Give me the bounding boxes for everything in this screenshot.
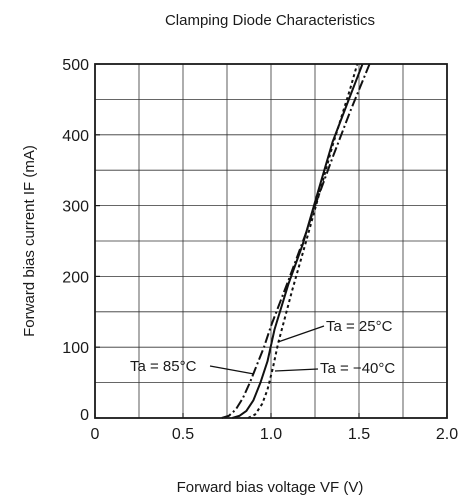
plot-frame xyxy=(94,63,448,419)
y-tick-label: 0 xyxy=(80,407,89,424)
y-tick-label: 200 xyxy=(62,269,89,286)
x-tick-label: 1.5 xyxy=(348,426,370,443)
x-tick-label: 2.0 xyxy=(436,426,458,443)
y-tick-label: 500 xyxy=(62,57,89,74)
grid xyxy=(95,64,447,418)
y-tick-label: 400 xyxy=(62,128,89,145)
x-tick-label: 0 xyxy=(91,426,100,443)
x-axis-label: Forward bias voltage VF (V) xyxy=(177,479,364,496)
series-line-1 xyxy=(231,63,364,419)
x-tick-label: 1.0 xyxy=(260,426,282,443)
x-tick-label: 0.5 xyxy=(172,426,194,443)
annotation-leader xyxy=(209,365,255,375)
y-tick-label: 100 xyxy=(62,340,89,357)
y-tick-labels: 0 100 200 300 400 500 xyxy=(62,57,100,424)
series-line-2 xyxy=(221,63,371,419)
y-axis-label: Forward bias current IF (mA) xyxy=(21,145,38,337)
annotation-label: Ta = 85°C xyxy=(130,358,197,375)
chart-title: Clamping Diode Characteristics xyxy=(165,12,375,29)
y-tick-label: 300 xyxy=(62,199,89,216)
annotation-label: Ta = 25°C xyxy=(326,318,393,335)
annotations: Ta = 25°C Ta = 85°C Ta = −40°C xyxy=(130,318,395,377)
series-line-3 xyxy=(247,63,359,419)
annotation-label: Ta = −40°C xyxy=(320,360,395,377)
annotation-leader xyxy=(277,325,325,343)
annotation-leader xyxy=(274,368,319,372)
series-lines xyxy=(221,63,371,419)
